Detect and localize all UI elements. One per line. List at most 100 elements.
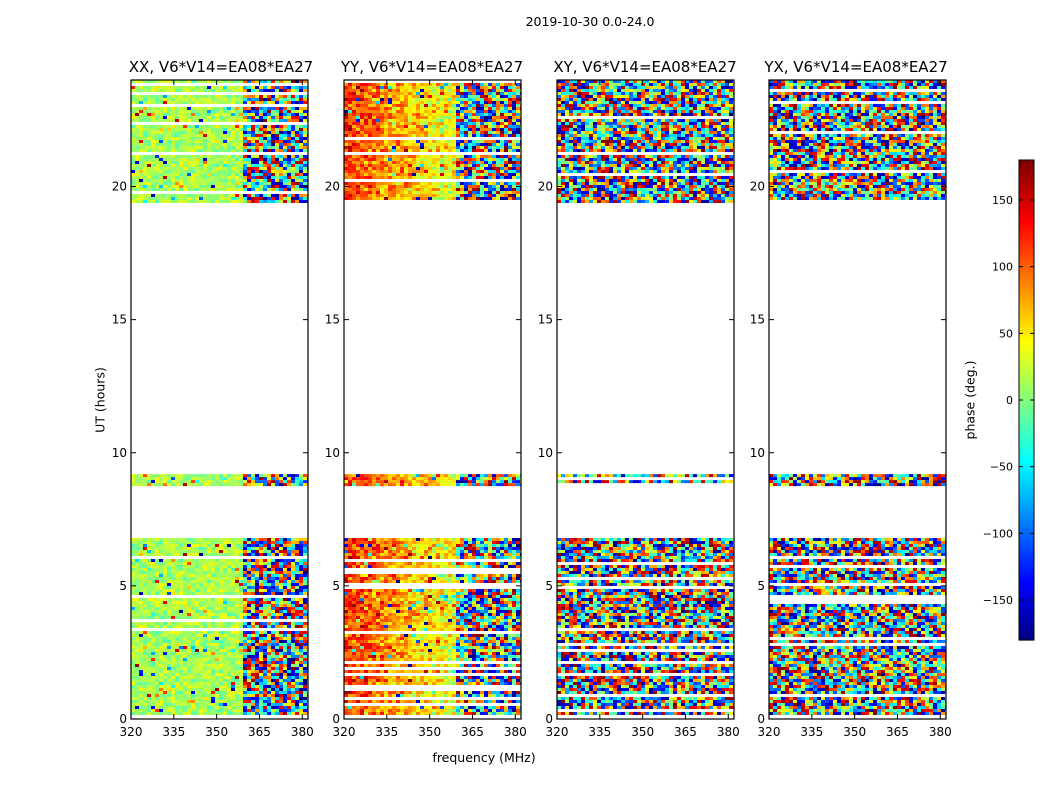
heatmap-cell bbox=[251, 676, 255, 679]
heatmap-cell bbox=[155, 571, 159, 574]
heatmap-cell bbox=[211, 550, 215, 553]
heatmap-cell bbox=[295, 580, 299, 583]
heatmap-cell bbox=[171, 164, 175, 167]
heatmap-cell bbox=[187, 676, 191, 679]
heatmap-cell bbox=[299, 616, 303, 619]
heatmap-cell bbox=[448, 574, 452, 577]
heatmap-cell bbox=[267, 640, 271, 643]
heatmap-cell bbox=[203, 586, 207, 589]
heatmap-cell bbox=[159, 185, 163, 188]
heatmap-cell bbox=[287, 580, 291, 583]
heatmap-cell bbox=[408, 556, 412, 559]
heatmap-cell bbox=[223, 155, 227, 158]
heatmap-cell bbox=[191, 571, 195, 574]
heatmap-cell bbox=[299, 583, 303, 586]
heatmap-cell bbox=[516, 580, 520, 583]
heatmap-cell bbox=[195, 655, 199, 658]
heatmap-cell bbox=[432, 577, 436, 580]
heatmap-cell bbox=[271, 541, 275, 544]
heatmap-cell bbox=[243, 131, 247, 134]
heatmap-cell bbox=[219, 125, 223, 128]
heatmap-cell bbox=[428, 565, 432, 568]
heatmap-cell bbox=[271, 480, 275, 484]
heatmap-cell bbox=[199, 164, 203, 167]
heatmap-cell bbox=[303, 161, 307, 164]
heatmap-cell bbox=[271, 604, 275, 607]
heatmap-cell bbox=[155, 694, 159, 697]
heatmap-cell bbox=[159, 182, 163, 185]
heatmap-cell bbox=[147, 559, 151, 562]
heatmap-cell bbox=[199, 553, 203, 556]
heatmap-cell bbox=[215, 143, 219, 146]
heatmap-cell bbox=[275, 703, 279, 706]
heatmap-cell bbox=[143, 131, 147, 134]
heatmap-cell bbox=[207, 697, 211, 700]
heatmap-cell bbox=[283, 691, 287, 694]
heatmap-cell bbox=[247, 110, 251, 113]
heatmap-cell bbox=[235, 646, 239, 649]
heatmap-cell bbox=[291, 670, 295, 673]
heatmap-cell bbox=[368, 580, 372, 583]
heatmap-cell bbox=[372, 574, 376, 577]
heatmap-cell bbox=[155, 697, 159, 700]
heatmap-cell bbox=[167, 167, 171, 170]
heatmap-cell bbox=[255, 200, 259, 203]
heatmap-cell bbox=[151, 89, 155, 92]
heatmap-cell bbox=[255, 553, 259, 556]
heatmap-cell bbox=[259, 119, 263, 122]
heatmap-cell bbox=[227, 577, 231, 580]
heatmap-cell bbox=[303, 691, 307, 694]
heatmap-cell bbox=[295, 643, 299, 646]
heatmap-cell bbox=[139, 670, 143, 673]
heatmap-cell bbox=[476, 541, 480, 544]
heatmap-cell bbox=[195, 673, 199, 676]
heatmap-cell bbox=[279, 652, 283, 655]
heatmap-cell bbox=[147, 610, 151, 613]
heatmap-cell bbox=[267, 631, 271, 634]
heatmap-cell bbox=[384, 538, 388, 541]
heatmap-cell bbox=[275, 676, 279, 679]
heatmap-cell bbox=[295, 101, 299, 104]
heatmap-cell bbox=[207, 95, 211, 98]
heatmap-cell bbox=[207, 146, 211, 149]
heatmap-cell bbox=[287, 637, 291, 640]
heatmap-cell bbox=[223, 679, 227, 682]
heatmap-cell bbox=[263, 538, 267, 541]
heatmap-cell bbox=[392, 541, 396, 544]
heatmap-cell bbox=[432, 598, 436, 601]
heatmap-cell bbox=[179, 583, 183, 586]
heatmap-cell bbox=[275, 562, 279, 565]
heatmap-cell bbox=[159, 697, 163, 700]
heatmap-cell bbox=[480, 589, 484, 592]
heatmap-cell bbox=[239, 98, 243, 101]
heatmap-cell bbox=[235, 128, 239, 131]
heatmap-cell bbox=[199, 670, 203, 673]
heatmap-cell bbox=[231, 483, 235, 487]
heatmap-cell bbox=[295, 179, 299, 182]
heatmap-cell bbox=[191, 176, 195, 179]
heatmap-cell bbox=[139, 140, 143, 143]
heatmap-cell bbox=[187, 550, 191, 553]
heatmap-cell bbox=[155, 547, 159, 550]
heatmap-cell bbox=[183, 577, 187, 580]
heatmap-cell bbox=[287, 658, 291, 661]
heatmap-cell bbox=[207, 568, 211, 571]
heatmap-cell bbox=[167, 553, 171, 556]
heatmap-cell bbox=[199, 158, 203, 161]
heatmap-cell bbox=[179, 709, 183, 712]
heatmap-cell bbox=[440, 547, 444, 550]
heatmap-cell bbox=[207, 541, 211, 544]
heatmap-cell bbox=[231, 559, 235, 562]
heatmap-cell bbox=[195, 637, 199, 640]
heatmap-cell bbox=[135, 610, 139, 613]
heatmap-cell bbox=[480, 574, 484, 577]
heatmap-cell bbox=[259, 664, 263, 667]
heatmap-cell bbox=[456, 538, 460, 541]
heatmap-cell bbox=[259, 477, 263, 481]
heatmap-cell bbox=[183, 200, 187, 203]
heatmap-cell bbox=[191, 682, 195, 685]
heatmap-cell bbox=[243, 544, 247, 547]
heatmap-cell bbox=[360, 538, 364, 541]
heatmap-cell bbox=[247, 604, 251, 607]
heatmap-cell bbox=[171, 194, 175, 197]
